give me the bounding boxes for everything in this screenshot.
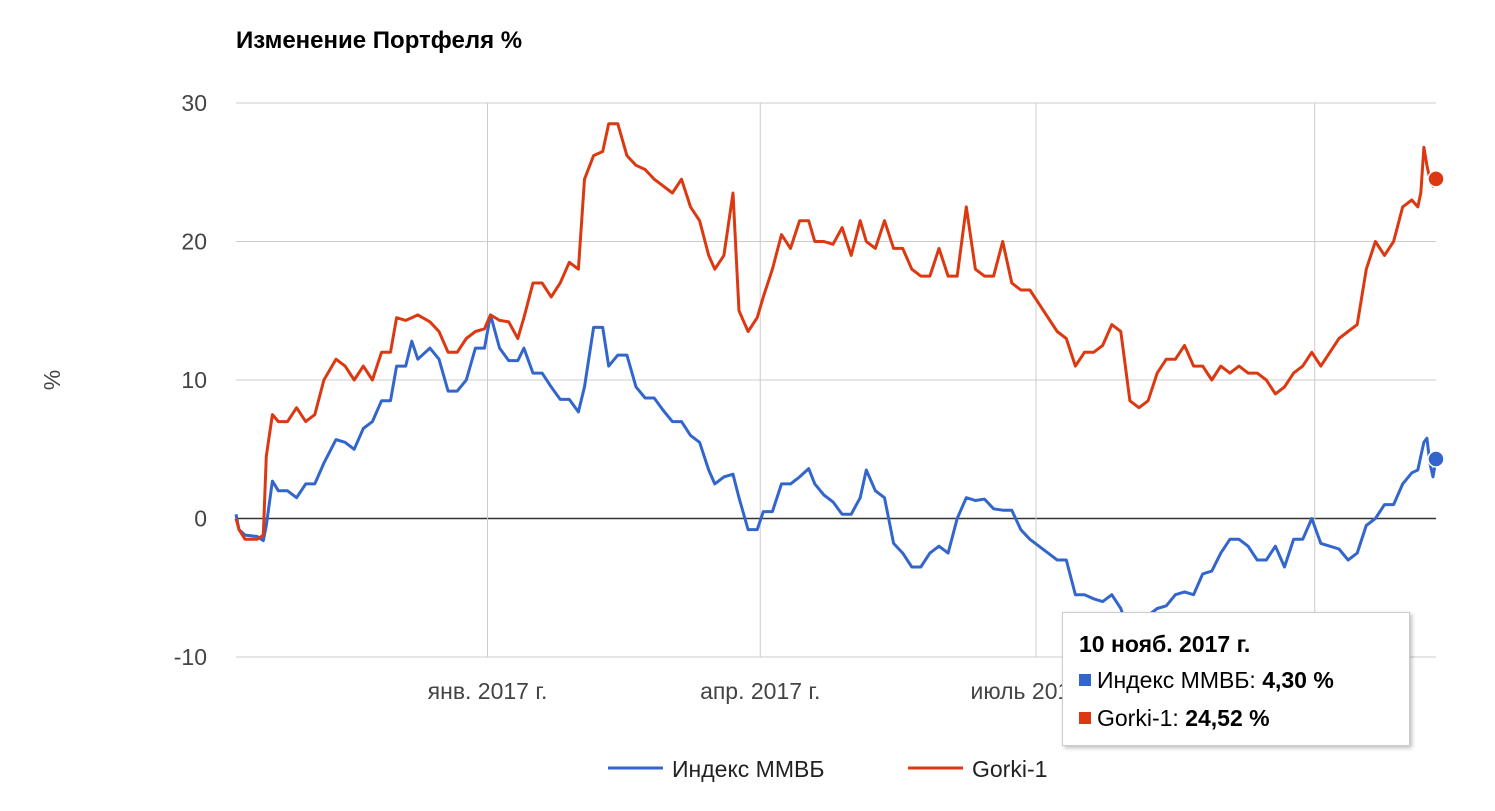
tooltip-separator: : (1172, 705, 1186, 731)
y-tick-label: -10 (174, 644, 207, 670)
tooltip-date: 10 нояб. 2017 г. (1079, 631, 1251, 657)
tooltip-series-name: Gorki-1 (1097, 705, 1173, 731)
series-line-1 (234, 122, 1438, 541)
y-tick-label: 0 (194, 506, 207, 532)
chart-title: Изменение Портфеля % (236, 27, 523, 54)
x-tick-label: янв. 2017 г. (428, 678, 548, 704)
tooltip-swatch (1079, 674, 1091, 686)
tooltip-value: 24,52 % (1185, 705, 1270, 731)
y-tick-label: 20 (181, 229, 207, 255)
legend-label: Gorki-1 (972, 756, 1047, 782)
tooltip: 10 нояб. 2017 г. Индекс ММВБ: 4,30 % Gor… (1062, 612, 1410, 746)
tooltip-swatch (1079, 712, 1091, 724)
tooltip-row-gorki: Gorki-1: 24,52 % (1079, 705, 1270, 732)
series-endpoint-0 (1427, 450, 1445, 468)
y-axis-label: % (39, 370, 65, 390)
tooltip-series-name: Индекс ММВБ (1097, 667, 1250, 693)
series-line-0 (234, 313, 1438, 638)
tooltip-row-mmvb: Индекс ММВБ: 4,30 % (1079, 667, 1334, 694)
legend-label: Индекс ММВБ (672, 756, 824, 782)
tooltip-separator: : (1249, 667, 1263, 693)
series-endpoint-1 (1427, 170, 1445, 188)
tooltip-value: 4,30 % (1262, 667, 1334, 693)
y-tick-label: 30 (181, 90, 207, 116)
legend[interactable]: Индекс ММВБ Gorki-1 (608, 756, 1047, 782)
x-tick-label: апр. 2017 г. (700, 678, 820, 704)
y-tick-label: 10 (181, 367, 207, 393)
grid-layer (236, 102, 1436, 658)
series-layer (234, 122, 1445, 638)
